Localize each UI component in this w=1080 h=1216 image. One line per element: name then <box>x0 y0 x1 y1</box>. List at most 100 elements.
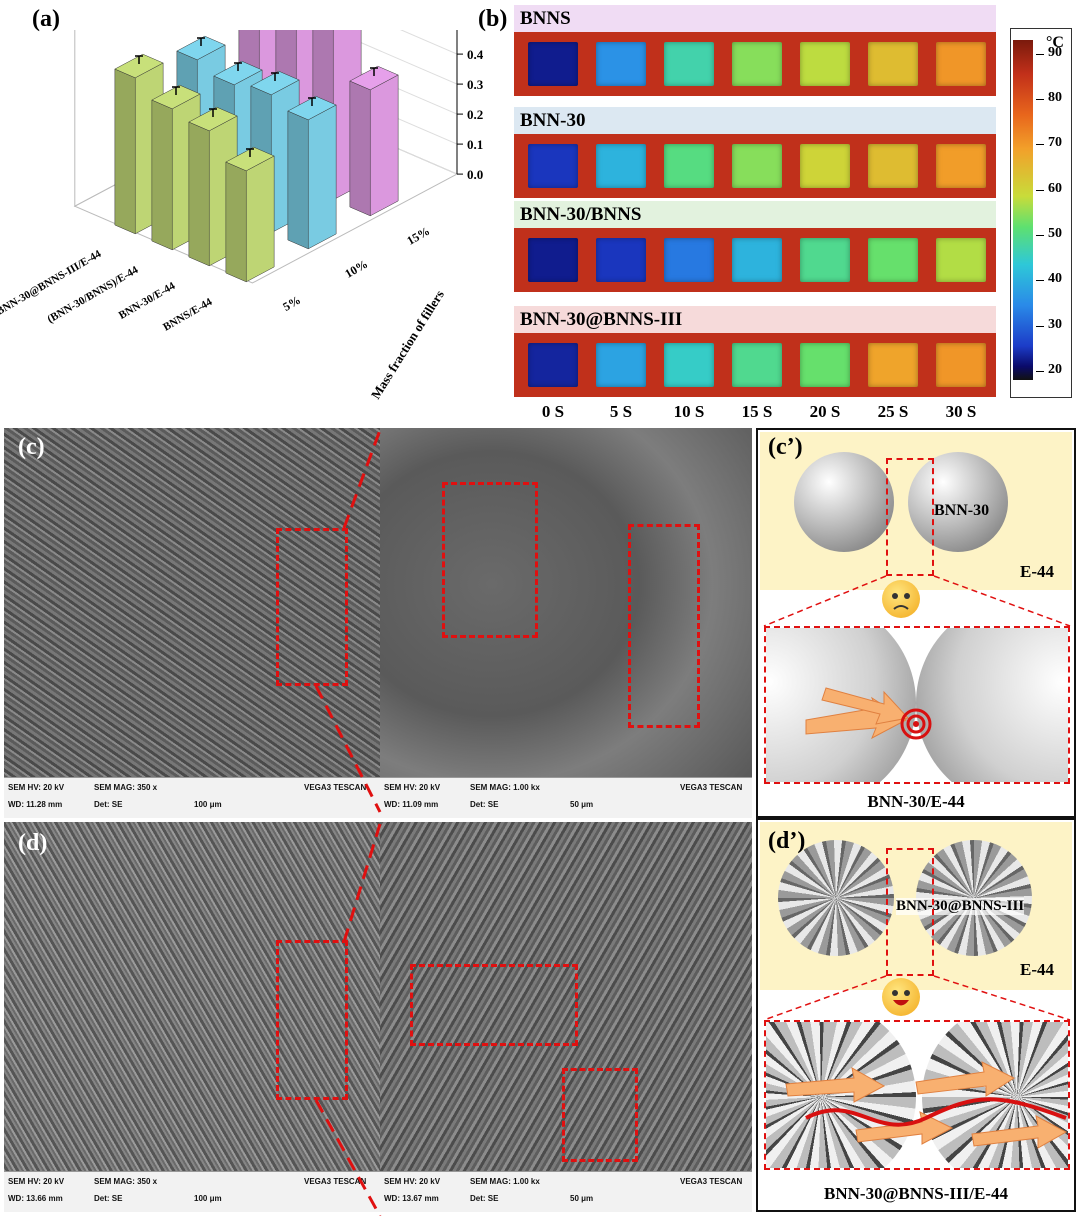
sphere-label: BNN-30 <box>934 502 990 519</box>
time-label: 15 S <box>741 402 773 421</box>
thermal-sample-tile <box>936 42 986 86</box>
scheme-panel-d: BNN-30@BNNS-III E-44 BNN-30@BNNS-III/E-4… <box>756 818 1076 1212</box>
thermal-row-label: BNN-30@BNNS-III <box>514 306 996 333</box>
thermal-sample-tile <box>800 238 850 282</box>
bar-top-face <box>151 84 201 110</box>
panel-label-dp: (d’) <box>768 828 806 854</box>
thermal-row-label: BNN-30 <box>514 107 996 134</box>
sphere-icon <box>908 452 1008 552</box>
bar-side-face <box>151 99 173 251</box>
colorbar-tick <box>1036 98 1044 100</box>
depth-tick-label: 15% <box>404 224 432 248</box>
thermal-sample-tile <box>868 42 918 86</box>
depth-tick-label: 10% <box>342 257 370 281</box>
thermal-sample-tile <box>664 343 714 387</box>
heat-flow-arrows <box>805 687 932 740</box>
sem-image-c-high: SEM HV: 20 kV SEM MAG: 1.00 kx WD: 11.09… <box>380 428 752 818</box>
bar-top-face <box>250 70 300 96</box>
thermal-sample-tile <box>936 238 986 282</box>
thermal-sample-tile <box>800 144 850 188</box>
thermal-sample-tile <box>936 144 986 188</box>
contact-zoom-box <box>764 626 1070 784</box>
sem-info-bar: SEM HV: 20 kV SEM MAG: 350 x WD: 13.66 m… <box>4 1171 380 1212</box>
thermal-sample-tile <box>528 343 578 387</box>
colorbar-tick-label: 50 <box>1048 225 1062 241</box>
sem-info-bar: SEM HV: 20 kV SEM MAG: 350 x WD: 11.28 m… <box>4 777 380 818</box>
thermal-sample-tile <box>800 42 850 86</box>
bar-chart-3d: 0.00.10.20.30.40.50.60.7λ / ( W m⁻¹K⁻¹)5… <box>0 30 484 402</box>
bar-top-face <box>188 106 238 132</box>
bar-top-face <box>287 95 337 121</box>
time-label: 0 S <box>541 402 565 421</box>
bar-front-face <box>307 104 337 250</box>
time-label: 30 S <box>945 402 977 421</box>
sphere-icon <box>916 628 1068 782</box>
category-tick-label: BNN-30/E-44 <box>117 280 178 322</box>
thermal-row-strip <box>514 32 996 96</box>
colorbar-gradient <box>1013 40 1033 380</box>
thermal-sample-tile <box>800 343 850 387</box>
sad-face-icon <box>882 580 920 618</box>
thermal-row-strip <box>514 228 996 292</box>
colorbar-tick-label: 20 <box>1048 361 1062 377</box>
scheme-caption: BNN-30@BNNS-III/E-44 <box>824 1184 1008 1203</box>
bar-side-face <box>287 110 309 250</box>
colorbar-tick-label: 80 <box>1048 89 1062 105</box>
bar-side-face <box>349 80 371 217</box>
matrix-label: E-44 <box>1020 960 1054 979</box>
zoom-region-box <box>442 482 538 638</box>
thermal-sample-tile <box>528 42 578 86</box>
depth-tick-label: 5% <box>280 293 303 314</box>
thermal-sample-tile <box>596 42 646 86</box>
bar-side-face <box>114 68 136 235</box>
time-label: 5 S <box>609 402 633 421</box>
bar-top-face <box>213 60 263 86</box>
thermal-sample-tile <box>732 144 782 188</box>
contact-zoom-box <box>764 1020 1070 1170</box>
thermal-sample-tile <box>528 144 578 188</box>
bar-side-face <box>225 161 247 283</box>
colorbar-tick <box>1036 189 1044 191</box>
zoom-connector-lines <box>314 429 382 1216</box>
panel-label-a: (a) <box>32 6 60 32</box>
matrix-label: E-44 <box>1020 562 1054 581</box>
zoom-region-box <box>276 940 348 1100</box>
zoom-region-box <box>628 524 700 728</box>
colorbar-tick-label: 30 <box>1048 316 1062 332</box>
thermal-sample-tile <box>732 238 782 282</box>
thermal-sample-tile <box>868 343 918 387</box>
colorbar-tick <box>1036 144 1044 146</box>
bar-top-face <box>176 35 226 61</box>
bar-front-face <box>245 155 275 283</box>
thermal-sample-tile <box>868 238 918 282</box>
thermal-sample-tile <box>868 144 918 188</box>
colorbar-tick-label: 90 <box>1048 44 1062 60</box>
contact-region-box <box>886 848 934 976</box>
thermal-sample-tile <box>596 238 646 282</box>
zoom-lines <box>763 575 1071 627</box>
depth-axis-label: Mass fraction of fillers <box>368 287 447 401</box>
panel-label-b: (b) <box>478 6 508 32</box>
colorbar-tick <box>1036 280 1044 282</box>
thermal-sample-tile <box>596 343 646 387</box>
scheme-caption: BNN-30/E-44 <box>867 792 965 811</box>
colorbar-tick-label: 70 <box>1048 135 1062 151</box>
sphere-label: BNN-30@BNNS-III <box>896 898 1025 915</box>
zoom-region-box <box>562 1068 638 1162</box>
time-label: 25 S <box>877 402 909 421</box>
sphere-icon <box>794 452 894 552</box>
panel-label-cp: (c’) <box>768 434 803 460</box>
z-tick-label: 0.4 <box>467 47 484 62</box>
happy-face-icon <box>882 978 920 1016</box>
thermal-sample-tile <box>596 144 646 188</box>
time-label: 10 S <box>673 402 705 421</box>
colorbar-unit: °C <box>1046 34 1064 51</box>
thermal-sample-tile <box>528 238 578 282</box>
zoom-lines <box>763 975 1071 1021</box>
thermal-row-strip <box>514 134 996 198</box>
category-tick-label: BNN-30@BNNS-III/E-44 <box>0 248 104 318</box>
grid-line <box>330 30 458 85</box>
sem-info-bar: SEM HV: 20 kV SEM MAG: 1.00 kx WD: 11.09… <box>380 777 752 818</box>
z-tick-label: 0.0 <box>467 167 483 182</box>
z-tick-label: 0.3 <box>467 77 484 92</box>
